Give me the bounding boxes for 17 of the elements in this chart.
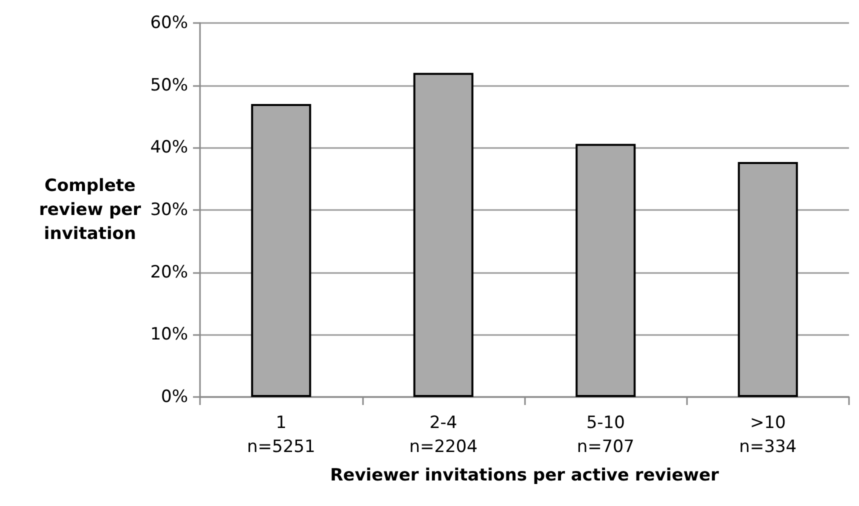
y-tick-label: 40%	[150, 138, 188, 158]
x-tick-label: >10 n=334	[739, 413, 797, 457]
x-tick-label: 1 n=5251	[246, 413, 316, 457]
y-tick-label: 60%	[150, 13, 188, 33]
y-tick-label: 20%	[150, 262, 188, 282]
y-tick-label: 10%	[150, 324, 188, 345]
y-tick-label: 30%	[150, 200, 188, 220]
bar	[576, 144, 636, 397]
bar	[738, 162, 798, 397]
bar	[251, 104, 312, 397]
x-tick-label: 5-10 n=707	[576, 413, 634, 457]
bar	[413, 72, 474, 397]
y-tick-label: 0%	[161, 387, 188, 407]
y-axis-title: Complete review per invitation	[38, 176, 142, 244]
x-tick-label: 2-4 n=2204	[409, 413, 478, 457]
y-tick-label: 50%	[150, 75, 188, 96]
x-axis-title: Reviewer invitations per active reviewer	[330, 466, 720, 486]
